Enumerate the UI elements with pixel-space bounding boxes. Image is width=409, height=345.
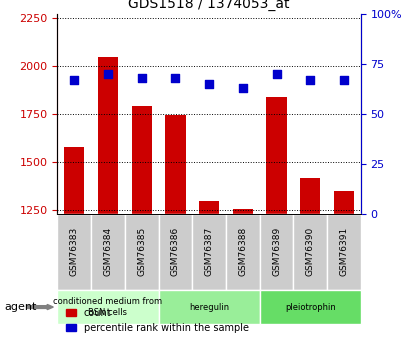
Point bbox=[272, 71, 279, 77]
Bar bbox=[131, 106, 151, 214]
Text: heregulin: heregulin bbox=[189, 303, 229, 312]
Point bbox=[306, 77, 313, 82]
Text: agent: agent bbox=[4, 302, 36, 312]
Point bbox=[71, 77, 77, 82]
Bar bbox=[98, 57, 118, 214]
Bar bbox=[266, 98, 286, 214]
Bar bbox=[232, 209, 252, 214]
Point bbox=[172, 75, 178, 81]
Text: GSM76384: GSM76384 bbox=[103, 227, 112, 276]
Text: GSM76389: GSM76389 bbox=[271, 227, 280, 276]
Bar bbox=[299, 178, 319, 214]
Point bbox=[239, 85, 245, 91]
Text: GSM76386: GSM76386 bbox=[171, 227, 180, 276]
Point bbox=[104, 71, 111, 77]
Bar bbox=[333, 191, 353, 214]
Bar bbox=[198, 201, 219, 214]
Text: GSM76387: GSM76387 bbox=[204, 227, 213, 276]
Bar bbox=[64, 147, 84, 214]
Text: GSM76385: GSM76385 bbox=[137, 227, 146, 276]
Text: conditioned medium from
BSN cells: conditioned medium from BSN cells bbox=[53, 297, 162, 317]
Text: GSM76391: GSM76391 bbox=[339, 227, 348, 276]
Bar bbox=[165, 115, 185, 214]
Legend: count, percentile rank within the sample: count, percentile rank within the sample bbox=[62, 304, 252, 337]
Point bbox=[138, 75, 145, 81]
Text: GSM76383: GSM76383 bbox=[70, 227, 79, 276]
Text: pleiotrophin: pleiotrophin bbox=[284, 303, 335, 312]
Text: GSM76390: GSM76390 bbox=[305, 227, 314, 276]
Point bbox=[340, 77, 346, 82]
Title: GDS1518 / 1374053_at: GDS1518 / 1374053_at bbox=[128, 0, 289, 11]
Text: GSM76388: GSM76388 bbox=[238, 227, 247, 276]
Point bbox=[205, 81, 212, 87]
